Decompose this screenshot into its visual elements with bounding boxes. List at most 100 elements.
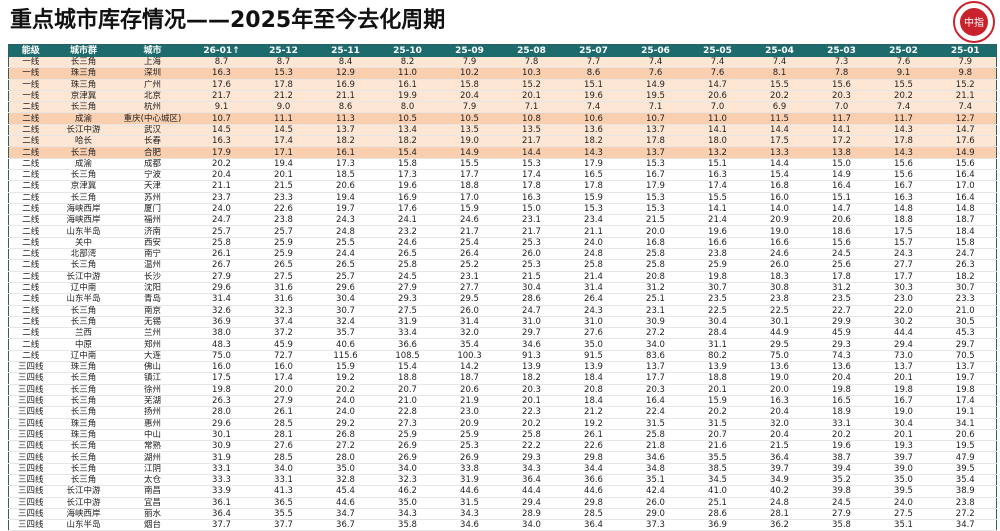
value-cell: 22.3 [500,406,563,419]
value-cell: 10.6 [562,112,625,125]
label-cell: 温州 [114,259,191,272]
value-cell: 19.5 [934,440,997,453]
value-cell: 7.3 [810,57,873,69]
value-cell: 21.8 [624,440,687,453]
table-row: 一线 珠三角 深圳 16.3 15.3 12.9 11.0 10.2 10.3 8.6 7.6 7.6… [8,67,997,80]
value-cell: 23.1 [500,214,563,227]
value-cell: 21.5 [624,214,687,227]
value-cell: 19.6 [376,180,439,193]
value-cell: 8.6 [562,67,625,80]
table-row: 二线 辽中南 大连 75.0 72.7 115.6 108.5 100.3 91.3 91.5 83… [8,350,997,363]
value-cell: 25.3 [438,440,501,453]
value-cell: 17.4 [500,169,563,182]
value-cell: 20.0 [624,225,687,238]
header-row: 能级 城市群 城市 26-01↑ 25-12 25-11 25-10 25-09 25-08 25… [8,44,997,57]
label-cell: 长三角 [52,463,115,475]
label-cell: 二线 [8,214,53,227]
table-row: 三四线 长三角 扬州 28.0 26.1 24.0 22.8 23.0 22.3 21.2 22.4… [8,406,997,419]
value-cell: 16.3 [872,192,935,204]
label-cell: 西安 [114,237,191,250]
value-cell: 18.2 [562,135,625,148]
value-cell: 17.6 [190,79,253,91]
value-cell: 17.8 [872,135,935,148]
label-cell: 珠三角 [52,361,115,374]
value-cell: 40.2 [748,485,811,498]
label-cell: 郑州 [114,338,191,351]
label-cell: 长三角 [52,259,115,272]
value-cell: 26.3 [190,395,253,408]
column-header: 能级 [8,44,53,57]
value-cell: 31.5 [438,497,501,509]
value-cell: 28.4 [686,327,749,340]
value-cell: 44.6 [438,485,501,498]
value-cell: 16.3 [748,395,811,408]
value-cell: 44.6 [314,497,377,509]
value-cell: 20.4 [748,406,811,419]
value-cell: 28.1 [748,508,811,521]
value-cell: 21.2 [252,90,315,103]
value-cell: 22.8 [376,406,439,419]
value-cell: 26.5 [376,248,439,261]
column-header: 25-10 [376,44,439,57]
value-cell: 8.1 [748,67,811,80]
value-cell: 31.6 [252,293,315,306]
value-cell: 14.1 [686,203,749,216]
value-cell: 11.3 [314,112,377,125]
value-cell: 33.8 [438,463,501,475]
value-cell: 34.7 [314,508,377,521]
value-cell: 15.8 [934,237,997,250]
label-cell: 京津冀 [52,180,115,193]
label-cell: 一线 [8,79,53,91]
label-cell: 一线 [8,90,53,103]
value-cell: 14.9 [934,146,997,159]
value-cell: 13.2 [686,146,749,159]
value-cell: 35.0 [872,474,935,487]
value-cell: 16.9 [376,192,439,204]
value-cell: 17.8 [810,271,873,283]
value-cell: 33.3 [190,474,253,487]
table-row: 三四线 长三角 徐州 19.8 20.0 20.2 20.7 20.6 20.3 20.8 20.3… [8,384,997,396]
logo: 中指 [953,1,995,43]
value-cell: 20.1 [872,372,935,385]
table-row: 三四线 长三角 芜湖 26.3 27.9 24.0 21.0 21.9 20.1 18.4 16.4… [8,395,997,408]
value-cell: 45.9 [810,327,873,340]
value-cell: 30.4 [500,282,563,295]
value-cell: 20.2 [500,418,563,430]
label-cell: 长三角 [52,101,115,114]
table-row: 二线 长三角 温州 26.7 26.5 26.5 25.8 25.2 25.3 25.8 25.8 2… [8,259,997,272]
label-cell: 辽中南 [52,350,115,363]
value-cell: 29.4 [872,338,935,351]
value-cell: 15.6 [872,158,935,170]
value-cell: 21.7 [190,90,253,103]
value-cell: 28.5 [252,451,315,464]
value-cell: 16.3 [190,135,253,148]
table-row: 二线 北部湾 南宁 26.1 25.9 24.4 26.5 26.4 26.0 24.8 25.8 2… [8,248,997,261]
label-cell: 常熟 [114,440,191,453]
value-cell: 11.0 [376,67,439,80]
value-cell: 39.4 [810,463,873,475]
value-cell: 24.3 [562,305,625,317]
value-cell: 30.9 [624,316,687,329]
value-cell: 32.3 [376,474,439,487]
value-cell: 24.7 [934,248,997,261]
value-cell: 19.7 [314,203,377,216]
column-header: 25-06 [624,44,687,57]
value-cell: 36.1 [190,497,253,509]
value-cell: 10.5 [376,112,439,125]
value-cell: 7.1 [500,101,563,114]
label-cell: 珠三角 [52,67,115,80]
value-cell: 16.5 [562,169,625,182]
value-cell: 30.7 [934,282,997,295]
value-cell: 30.1 [190,429,253,442]
label-cell: 上海 [114,57,191,69]
value-cell: 72.7 [252,350,315,363]
label-cell: 长三角 [52,305,115,317]
label-cell: 广州 [114,79,191,91]
value-cell: 15.4 [748,169,811,182]
value-cell: 7.0 [686,101,749,114]
value-cell: 14.0 [748,203,811,216]
label-cell: 长三角 [52,57,115,69]
column-header: 26-01↑ [190,44,253,57]
value-cell: 27.2 [314,440,377,453]
value-cell: 25.8 [562,259,625,272]
